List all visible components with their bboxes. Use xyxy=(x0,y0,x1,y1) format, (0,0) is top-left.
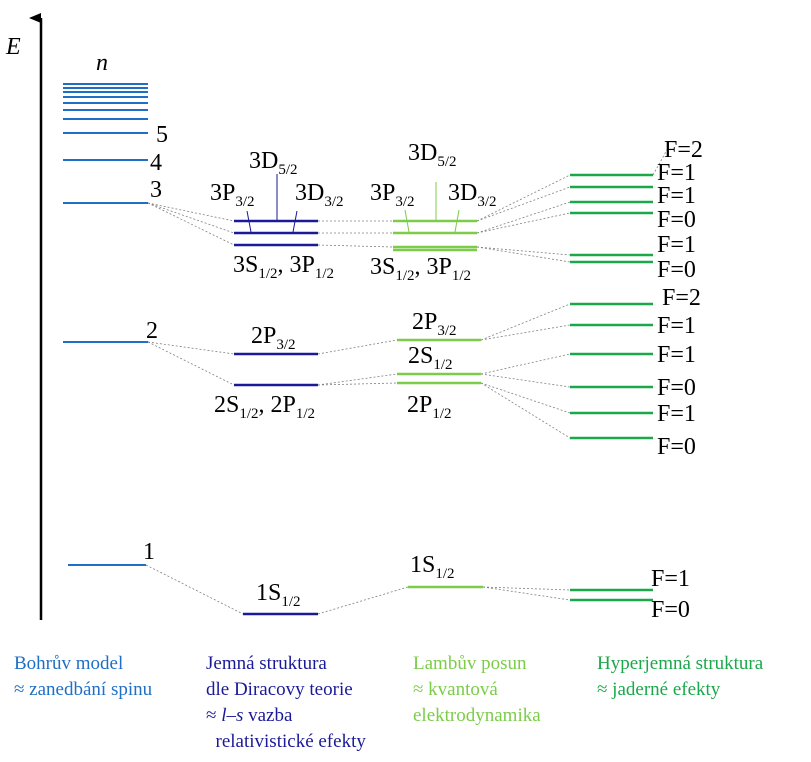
lamb-label-3d52: 3D5/2 xyxy=(408,140,457,170)
bohr-label-n1: 1 xyxy=(143,539,155,565)
bohr-label-n4: 4 xyxy=(150,150,162,176)
hyperfine-label: F=1 xyxy=(657,401,696,427)
hyperfine-levels xyxy=(570,173,653,602)
hyperfine-label: F=0 xyxy=(657,375,696,401)
hyperfine-label: F=1 xyxy=(657,183,696,209)
caption-fine: Jemná struktura dle Diracovy teorie ≈ l–s … xyxy=(206,653,366,752)
fine-label-3p32: 3P3/2 xyxy=(210,180,255,210)
hyperfine-label: F=0 xyxy=(657,434,696,460)
fine-label-1s12: 1S1/2 xyxy=(256,580,301,610)
fine-pointer-lines xyxy=(246,174,298,233)
bohr-levels xyxy=(63,83,148,566)
lamb-label-2p12: 2P1/2 xyxy=(407,392,452,422)
hyperfine-label: F=0 xyxy=(651,597,690,620)
bohr-label-n5: 5 xyxy=(156,122,168,148)
fine-label-2p32: 2P3/2 xyxy=(251,323,296,353)
energy-level-diagram: E n xyxy=(5,13,703,620)
lamb-pointer-lines xyxy=(404,182,460,233)
fine-levels xyxy=(234,219,318,616)
hyperfine-label: F=1 xyxy=(657,342,696,368)
fine-label-3d32: 3D3/2 xyxy=(295,180,344,210)
caption-hyperfine: Hyperjemná struktura ≈ jaderné efekty xyxy=(597,653,764,700)
hyperfine-label: F=2 xyxy=(662,285,701,311)
lamb-label-2s12: 2S1/2 xyxy=(408,343,453,373)
caption-bohr: Bohrův model ≈ zanedbání spinu xyxy=(14,653,153,700)
caption-lamb: Lambův posun ≈ kvantová elektrodynamika xyxy=(413,653,541,726)
energy-axis-label: E xyxy=(5,34,21,60)
lamb-label-3p32: 3P3/2 xyxy=(370,180,415,210)
lamb-label-2p32: 2P3/2 xyxy=(412,309,457,339)
hyperfine-label: F=1 xyxy=(657,160,696,186)
fine-label-2s12-2p12: 2S1/2, 2P1/2 xyxy=(214,392,315,422)
hyperfine-label: F=1 xyxy=(657,232,696,258)
transition-connectors xyxy=(145,147,669,615)
hyperfine-label: F=0 xyxy=(657,257,696,283)
lamb-label-3s12-3p12: 3S1/2, 3P1/2 xyxy=(370,254,471,284)
hyperfine-label: F=1 xyxy=(657,313,696,339)
principal-quantum-number-label: n xyxy=(96,50,108,76)
hyperfine-label: F=1 xyxy=(651,566,690,592)
lamb-label-1s12: 1S1/2 xyxy=(410,552,455,582)
fine-label-3d52: 3D5/2 xyxy=(249,148,298,178)
bohr-label-n3: 3 xyxy=(150,177,162,203)
fine-label-3s12-3p12: 3S1/2, 3P1/2 xyxy=(233,252,334,282)
bohr-label-n2: 2 xyxy=(146,318,158,344)
hyperfine-label: F=0 xyxy=(657,207,696,233)
lamb-label-3d32: 3D3/2 xyxy=(448,180,497,210)
hyperfine-label: F=2 xyxy=(664,137,703,163)
